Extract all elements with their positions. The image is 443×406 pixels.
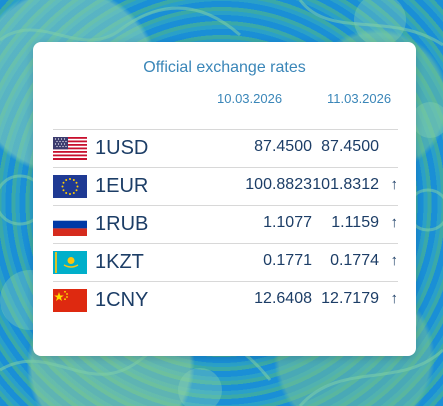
- trend-up-icon: ↑: [390, 290, 399, 307]
- widget-title: Official exchange rates: [143, 59, 306, 76]
- currency-code: 1CNY: [95, 289, 149, 311]
- trend-up-icon: ↑: [390, 252, 399, 269]
- rate-row-rub: 1RUB 1.1077 1.1159 ↑: [53, 205, 398, 243]
- date-current: 11.03.2026: [327, 91, 392, 106]
- rate-row-usd: 1USD 87.4500 87.4500: [53, 129, 398, 167]
- eu-flag-icon: [53, 175, 87, 198]
- rate-current: 87.4500: [321, 138, 379, 155]
- currency-code: 1EUR: [95, 175, 149, 197]
- trend-up-icon: ↑: [390, 176, 399, 193]
- kz-flag-icon: [53, 251, 87, 274]
- rate-previous: 0.1771: [263, 252, 312, 269]
- currency-code: 1KZT: [95, 251, 144, 273]
- rate-current: 1.1159: [331, 214, 379, 231]
- date-previous: 10.03.2026: [217, 91, 283, 106]
- us-flag-icon: [53, 137, 87, 160]
- rate-row-eur: 1EUR 100.8823 101.8312 ↑: [53, 167, 398, 205]
- rates-table: 1USD 87.4500 87.4500: [53, 129, 398, 319]
- ru-flag-icon: [53, 213, 87, 236]
- rate-current: 0.1774: [330, 252, 379, 269]
- exchange-rates-card: Official exchange rates 10.03.2026 11.03…: [33, 42, 416, 356]
- rate-row-kzt: 1KZT 0.1771 0.1774 ↑: [53, 243, 398, 281]
- trend-up-icon: ↑: [390, 214, 399, 231]
- rate-previous: 100.8823: [245, 176, 312, 193]
- rate-row-cny: 1CNY 12.6408 12.7179 ↑: [53, 281, 398, 319]
- currency-code: 1USD: [95, 137, 149, 159]
- rate-previous: 12.6408: [254, 290, 312, 307]
- rate-current: 12.7179: [321, 290, 379, 307]
- cn-flag-icon: [53, 289, 87, 312]
- rate-previous: 1.1077: [263, 214, 312, 231]
- currency-code: 1RUB: [95, 213, 149, 235]
- rate-previous: 87.4500: [254, 138, 312, 155]
- rate-current: 101.8312: [312, 176, 379, 193]
